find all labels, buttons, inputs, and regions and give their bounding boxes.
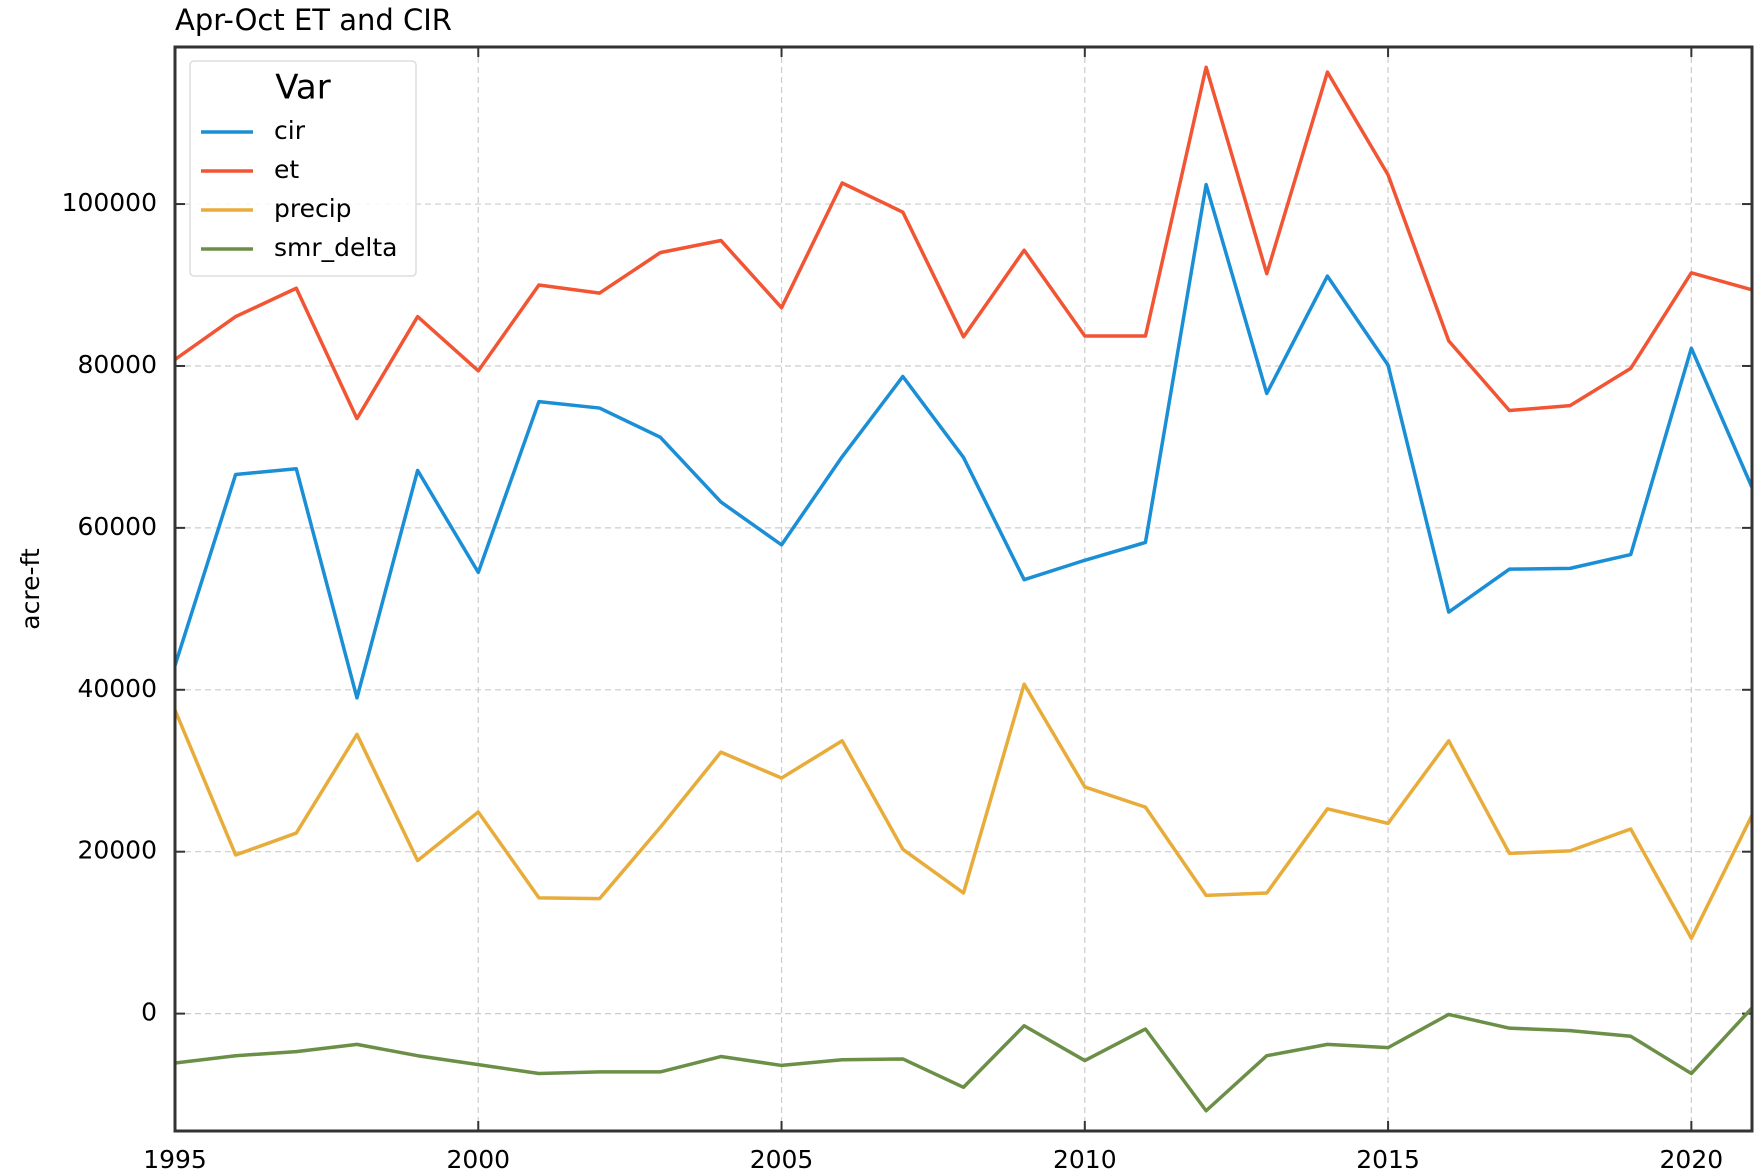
y-axis-label: acre-ft [16,548,45,630]
series-line [175,1006,1752,1113]
x-tick-label: 2010 [1053,1145,1117,1173]
legend: Var cir et precip smr_delta [189,60,417,277]
y-tick-label: 100000 [62,188,157,217]
legend-label: cir [274,116,306,145]
plot-frame [173,45,1754,1133]
x-tick-label: 2005 [750,1145,814,1173]
lines [175,65,1752,1113]
legend-label: smr_delta [274,233,397,262]
y-tick-label: 20000 [77,836,157,865]
x-tick-label: 2000 [446,1145,510,1173]
x-tick-label: 2015 [1356,1145,1420,1173]
x-tick-label: 1995 [143,1145,207,1173]
legend-title: Var [275,68,330,108]
legend-box [189,60,417,277]
y-tick-label: 0 [141,998,157,1027]
series-line [175,65,1752,421]
y-tick-label: 60000 [77,512,157,541]
series-line [175,682,1752,941]
y-tick-label: 80000 [77,350,157,379]
grid: 0 20000 40000 60000 80000 100000 1995 2000 2005 2… [62,47,1752,1173]
series-line [175,182,1752,700]
legend-label: et [274,155,299,184]
legend-label: precip [274,194,352,223]
chart-title: Apr-Oct ET and CIR [175,3,452,37]
y-tick-label: 40000 [77,674,157,703]
x-tick-label: 2020 [1660,1145,1724,1173]
